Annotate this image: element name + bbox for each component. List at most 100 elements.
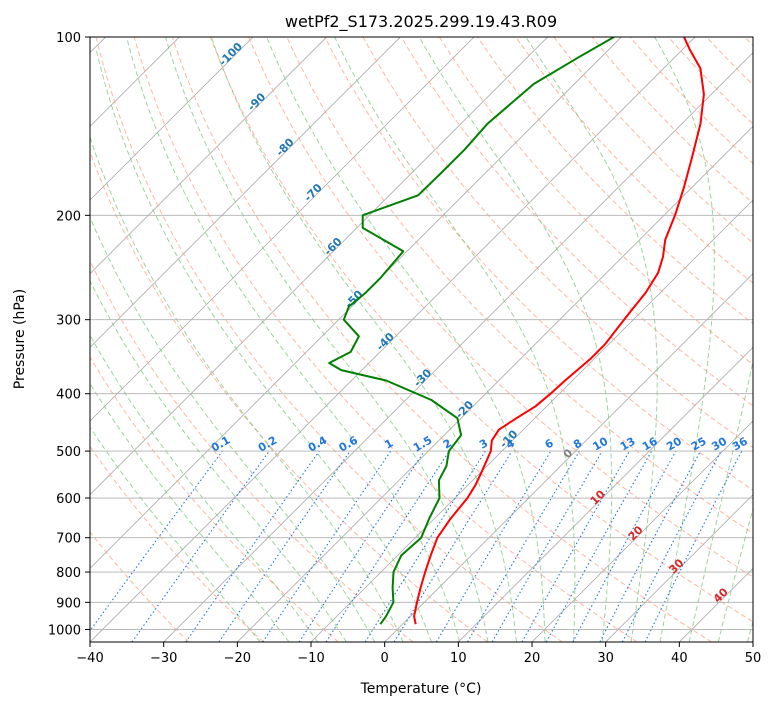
y-tick-label: 900 bbox=[56, 596, 81, 611]
mixing-ratio-label: 3 bbox=[477, 437, 490, 452]
isotherm-line bbox=[90, 37, 622, 569]
isotherm-line bbox=[531, 420, 753, 642]
dry-adiabat-label: -10 bbox=[497, 427, 520, 450]
y-axis-title: Pressure (hPa) bbox=[12, 289, 28, 389]
isotherm-line bbox=[90, 37, 327, 275]
moist-adiabat-line bbox=[266, 37, 546, 642]
dry-adiabat-line bbox=[438, 37, 753, 366]
moist-adiabat-line bbox=[90, 135, 404, 642]
dry-adiabat-label: -100 bbox=[216, 40, 245, 69]
moist-adiabat-line bbox=[717, 506, 753, 642]
isotherm-line bbox=[384, 273, 753, 642]
moist-adiabat-line bbox=[418, 37, 613, 642]
y-axis-ticks: 100 200 300 400 500 600 700 800 900 1000 bbox=[48, 31, 90, 638]
mixing-ratio-label: 10 bbox=[591, 434, 611, 453]
mixing-ratio-line bbox=[218, 450, 351, 642]
x-axis-title: Temperature (°C) bbox=[360, 681, 482, 697]
dry-adiabat-label: -60 bbox=[321, 235, 344, 258]
dry-adiabat-line bbox=[133, 37, 638, 642]
isotherm-line bbox=[458, 346, 753, 642]
isotherm-line bbox=[605, 494, 753, 642]
x-tick-label: −30 bbox=[150, 651, 177, 666]
y-tick-label: 500 bbox=[56, 445, 81, 460]
dry-adiabat-line bbox=[90, 531, 190, 642]
dry-adiabat-line bbox=[90, 259, 414, 642]
isotherm-grid bbox=[90, 37, 753, 642]
dry-adiabat-line bbox=[90, 356, 339, 642]
moist-adiabat-line bbox=[164, 37, 489, 642]
dry-adiabat-line bbox=[706, 37, 753, 86]
mixing-ratio-line bbox=[545, 450, 653, 642]
isotherm-line bbox=[237, 125, 753, 642]
chart-title: wetPf2_S173.2025.299.19.43.R09 bbox=[285, 12, 557, 32]
moist-adiabat-line bbox=[90, 426, 261, 642]
moist-adiabat-label: 20 bbox=[626, 523, 646, 543]
mixing-ratio-line bbox=[262, 450, 392, 642]
x-tick-label: 10 bbox=[450, 651, 467, 666]
isotherm-line bbox=[163, 52, 753, 642]
mixing-ratio-line bbox=[644, 450, 743, 642]
mixing-ratio-line bbox=[90, 450, 223, 632]
moist-adiabat-line bbox=[95, 49, 432, 642]
y-tick-label: 300 bbox=[56, 314, 81, 329]
pressure-gridlines bbox=[90, 37, 753, 630]
isotherm-line bbox=[752, 641, 753, 642]
moist-adiabat-label: 10 bbox=[588, 487, 608, 507]
isotherm-line bbox=[90, 37, 696, 642]
moist-adiabats bbox=[90, 37, 753, 642]
dewpoint-profile-line bbox=[328, 37, 615, 625]
mixing-ratio-label: 20 bbox=[664, 434, 684, 453]
mixing-ratio-line bbox=[325, 450, 450, 642]
moist-adiabat-label: 30 bbox=[666, 556, 686, 576]
mixing-ratio-label: 6 bbox=[543, 436, 556, 451]
moist-adiabat-line bbox=[90, 279, 347, 642]
mixing-ratio-line bbox=[572, 450, 677, 642]
dry-adiabat-label: -40 bbox=[374, 330, 397, 353]
moist-adiabat-line bbox=[90, 382, 290, 642]
x-tick-label: 20 bbox=[524, 651, 541, 666]
y-tick-label: 100 bbox=[56, 31, 81, 46]
dry-adiabat-label: -70 bbox=[302, 181, 325, 204]
mixing-ratio-lines bbox=[90, 450, 743, 642]
isotherm-line bbox=[90, 37, 548, 496]
y-tick-label: 800 bbox=[56, 566, 81, 581]
dry-adiabat-label: -80 bbox=[273, 135, 296, 158]
y-tick-label: 400 bbox=[56, 388, 81, 403]
dry-adiabat-line bbox=[171, 37, 712, 642]
plot-frame bbox=[89, 36, 754, 643]
dry-adiabat-line bbox=[477, 37, 753, 325]
x-tick-label: 40 bbox=[671, 651, 688, 666]
mixing-ratio-line bbox=[393, 450, 513, 642]
dry-adiabat-label: -30 bbox=[411, 366, 434, 389]
dry-adiabat-label: -90 bbox=[245, 90, 268, 113]
moist-adiabat-line bbox=[210, 37, 517, 642]
dry-adiabat-line bbox=[668, 37, 753, 125]
mixing-ratio-line bbox=[298, 450, 425, 642]
dry-adiabat-line bbox=[248, 37, 753, 578]
x-tick-label: −20 bbox=[224, 651, 251, 666]
mixing-ratio-line bbox=[621, 450, 722, 642]
mixing-ratio-label: 30 bbox=[709, 434, 729, 453]
moist-adiabat-line bbox=[334, 37, 576, 642]
moist-adiabat-line bbox=[90, 215, 376, 642]
dry-adiabat-label: -50 bbox=[342, 288, 365, 311]
dry-adiabat-line bbox=[90, 150, 488, 642]
mixing-ratio-line bbox=[521, 450, 630, 642]
x-tick-label: 50 bbox=[745, 651, 762, 666]
mixing-ratio-line bbox=[599, 450, 701, 642]
dry-adiabat-line bbox=[515, 37, 753, 284]
mixing-ratio-line bbox=[435, 450, 552, 642]
isotherm-line bbox=[90, 37, 401, 348]
dry-adiabat-line bbox=[591, 37, 753, 204]
dry-adiabat-line bbox=[95, 37, 563, 642]
y-tick-label: 600 bbox=[56, 492, 81, 507]
x-tick-label: 0 bbox=[381, 651, 389, 666]
x-axis-ticks: −40 −30 −20 −10 0 10 20 30 40 50 bbox=[76, 642, 761, 666]
isotherm-line bbox=[90, 37, 254, 201]
y-tick-label: 200 bbox=[56, 209, 81, 224]
dry-adiabat-line bbox=[362, 37, 753, 449]
dry-adiabat-line bbox=[90, 445, 264, 642]
moist-adiabat-line bbox=[654, 37, 715, 642]
dry-adiabat-line bbox=[553, 37, 753, 244]
moist-adiabat-line bbox=[688, 358, 753, 642]
